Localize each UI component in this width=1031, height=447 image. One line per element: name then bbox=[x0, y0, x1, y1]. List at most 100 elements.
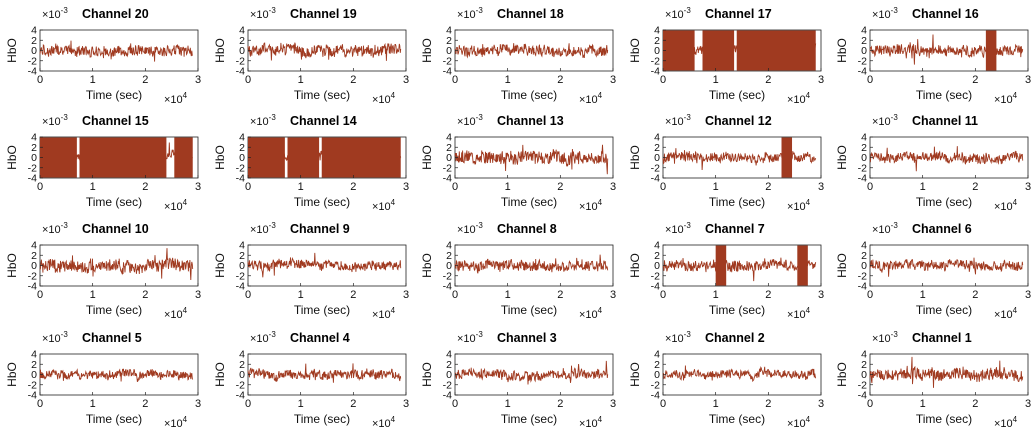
y-tick-label: 2 bbox=[861, 142, 867, 154]
y-tick-label: -4 bbox=[28, 66, 37, 78]
y-axis-label: HbO bbox=[420, 362, 434, 387]
y-tick-label: 2 bbox=[654, 359, 660, 371]
y-tick-label: 4 bbox=[31, 240, 37, 252]
y-axis-multiplier: ×10-3 bbox=[665, 6, 691, 21]
y-tick-label: -2 bbox=[443, 379, 452, 391]
x-tick-label: 3 bbox=[610, 181, 616, 193]
y-tick-label: 2 bbox=[239, 35, 245, 47]
x-tick-label: 0 bbox=[245, 398, 251, 410]
x-tick-label: 3 bbox=[1025, 398, 1031, 410]
saturated-segment bbox=[985, 30, 997, 71]
y-tick-label: 2 bbox=[31, 35, 37, 47]
y-tick-label: 2 bbox=[446, 35, 452, 47]
y-tick-label: -2 bbox=[651, 379, 660, 391]
y-tick-label: 4 bbox=[446, 349, 452, 361]
y-tick-label: -4 bbox=[651, 173, 660, 185]
y-tick-label: 4 bbox=[654, 25, 660, 37]
x-axis-multiplier: ×104 bbox=[372, 306, 396, 321]
y-tick-label: 0 bbox=[31, 45, 37, 57]
x-axis-multiplier: ×104 bbox=[579, 306, 603, 321]
y-axis-label: HbO bbox=[628, 38, 642, 63]
signal-line bbox=[869, 257, 1024, 277]
y-tick-label: 4 bbox=[31, 25, 37, 37]
y-axis-multiplier: ×10-3 bbox=[872, 113, 898, 128]
saturated-segment bbox=[781, 137, 793, 178]
y-tick-label: 0 bbox=[31, 369, 37, 381]
x-tick-label: 3 bbox=[195, 181, 201, 193]
panel-title: Channel 4 bbox=[290, 331, 350, 345]
y-axis-label: HbO bbox=[835, 362, 849, 387]
x-tick-label: 3 bbox=[403, 398, 409, 410]
y-axis-multiplier: ×10-3 bbox=[42, 221, 68, 236]
y-tick-label: 4 bbox=[31, 132, 37, 144]
y-tick-label: -4 bbox=[28, 390, 37, 402]
y-tick-label: 2 bbox=[239, 250, 245, 262]
y-axis-label: HbO bbox=[213, 253, 227, 278]
x-axis-label: Time (sec) bbox=[709, 195, 765, 209]
signal-line bbox=[454, 254, 609, 274]
saturated-segment bbox=[287, 137, 320, 178]
x-tick-label: 2 bbox=[557, 74, 563, 86]
y-axis-label: HbO bbox=[835, 38, 849, 63]
x-axis-label: Time (sec) bbox=[709, 303, 765, 317]
y-axis-label: HbO bbox=[420, 38, 434, 63]
x-axis-multiplier: ×104 bbox=[164, 306, 188, 321]
x-tick-label: 3 bbox=[403, 181, 409, 193]
x-axis-multiplier: ×104 bbox=[787, 415, 811, 430]
x-tick-label: 0 bbox=[245, 289, 251, 301]
x-tick-label: 0 bbox=[37, 398, 43, 410]
x-tick-label: 2 bbox=[142, 181, 148, 193]
x-tick-label: 3 bbox=[818, 181, 824, 193]
y-axis-multiplier: ×10-3 bbox=[250, 221, 276, 236]
x-tick-label: 1 bbox=[298, 74, 304, 86]
panel-title: Channel 17 bbox=[705, 7, 772, 21]
y-tick-label: 2 bbox=[31, 359, 37, 371]
y-axis-label: HbO bbox=[420, 145, 434, 170]
x-axis-multiplier: ×104 bbox=[164, 198, 188, 213]
y-tick-label: -2 bbox=[858, 162, 867, 174]
x-tick-label: 1 bbox=[90, 74, 96, 86]
y-axis-label: HbO bbox=[835, 253, 849, 278]
y-axis-multiplier: ×10-3 bbox=[665, 221, 691, 236]
panel-title: Channel 3 bbox=[497, 331, 557, 345]
y-axis-multiplier: ×10-3 bbox=[872, 6, 898, 21]
x-tick-label: 1 bbox=[920, 181, 926, 193]
x-tick-label: 3 bbox=[610, 74, 616, 86]
y-axis-label: HbO bbox=[628, 145, 642, 170]
y-axis-multiplier: ×10-3 bbox=[457, 221, 483, 236]
y-tick-label: 0 bbox=[446, 260, 452, 272]
y-tick-label: -2 bbox=[443, 162, 452, 174]
x-tick-label: 1 bbox=[713, 181, 719, 193]
y-tick-label: 0 bbox=[239, 260, 245, 272]
x-tick-label: 2 bbox=[350, 289, 356, 301]
y-tick-label: -4 bbox=[443, 66, 452, 78]
x-axis-multiplier: ×104 bbox=[994, 91, 1018, 106]
panel-title: Channel 1 bbox=[912, 331, 972, 345]
y-tick-label: -2 bbox=[28, 162, 37, 174]
y-tick-label: 0 bbox=[446, 369, 452, 381]
y-tick-label: 2 bbox=[239, 359, 245, 371]
y-tick-label: 4 bbox=[861, 25, 867, 37]
saturated-segment bbox=[174, 137, 193, 178]
y-tick-label: 4 bbox=[446, 240, 452, 252]
x-tick-label: 3 bbox=[610, 289, 616, 301]
x-tick-label: 1 bbox=[505, 398, 511, 410]
y-tick-label: 2 bbox=[654, 142, 660, 154]
x-tick-label: 0 bbox=[660, 398, 666, 410]
x-tick-label: 0 bbox=[245, 74, 251, 86]
y-tick-label: 2 bbox=[239, 142, 245, 154]
panel-title: Channel 11 bbox=[912, 114, 978, 128]
x-tick-label: 0 bbox=[452, 181, 458, 193]
y-tick-label: -2 bbox=[236, 379, 245, 391]
y-tick-label: -2 bbox=[28, 55, 37, 67]
x-axis-label: Time (sec) bbox=[916, 303, 972, 317]
y-tick-label: -4 bbox=[443, 390, 452, 402]
y-tick-label: -2 bbox=[236, 270, 245, 282]
